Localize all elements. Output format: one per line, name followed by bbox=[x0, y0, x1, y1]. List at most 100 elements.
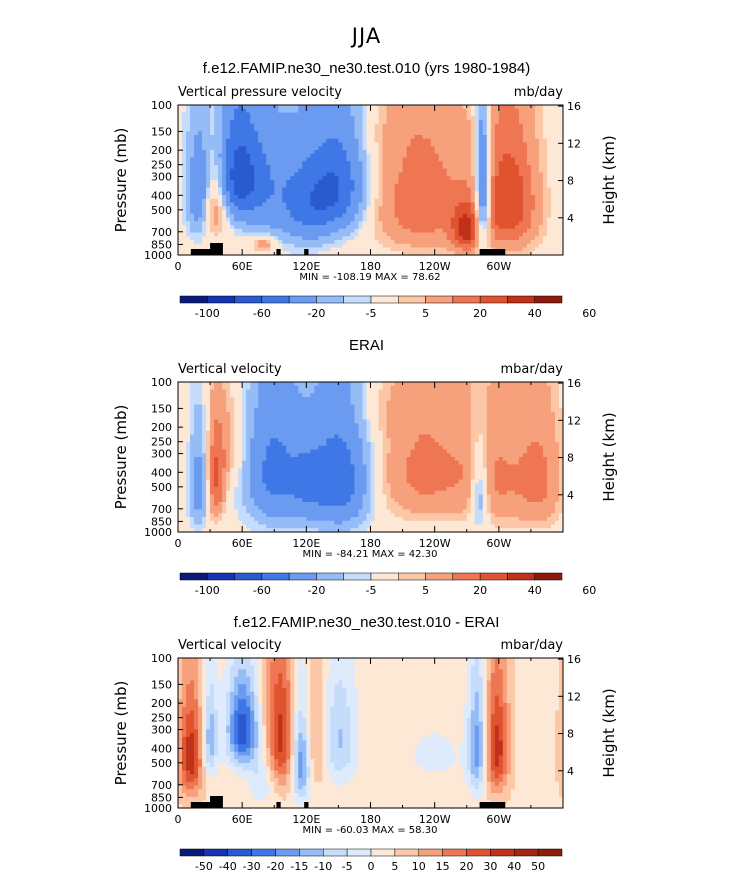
field-cell bbox=[402, 146, 408, 151]
field-cell bbox=[262, 112, 267, 117]
field-cell bbox=[226, 191, 231, 196]
field-cell bbox=[434, 165, 440, 170]
field-cell bbox=[278, 135, 283, 140]
field-cell bbox=[458, 153, 464, 159]
field-cell bbox=[190, 168, 195, 174]
field-cell bbox=[486, 419, 492, 424]
field-cell bbox=[446, 228, 452, 234]
field-cell bbox=[450, 135, 456, 140]
field-cell bbox=[550, 419, 556, 424]
field-cell bbox=[474, 183, 480, 189]
field-cell bbox=[498, 385, 504, 391]
field-cell bbox=[374, 240, 380, 245]
field-cell bbox=[546, 195, 552, 200]
field-cell bbox=[498, 105, 504, 110]
field-cell bbox=[506, 228, 512, 234]
field-cell bbox=[346, 397, 352, 402]
field-cell bbox=[390, 161, 396, 166]
field-cell bbox=[474, 400, 480, 406]
field-cell bbox=[226, 108, 231, 114]
field-cell bbox=[394, 412, 400, 417]
field-cell bbox=[330, 397, 336, 402]
field-cell bbox=[250, 385, 255, 391]
field-cell bbox=[234, 415, 239, 421]
field-cell bbox=[254, 251, 259, 256]
field-cell bbox=[418, 153, 424, 159]
field-cell bbox=[254, 213, 259, 219]
field-cell bbox=[202, 221, 207, 226]
field-cell bbox=[310, 116, 315, 121]
field-cell bbox=[322, 404, 327, 409]
field-cell bbox=[338, 206, 344, 211]
field-cell bbox=[290, 232, 295, 237]
field-cell bbox=[310, 131, 315, 136]
field-cell bbox=[282, 127, 287, 132]
field-cell bbox=[230, 195, 235, 200]
field-cell bbox=[422, 400, 428, 406]
field-cell bbox=[178, 180, 183, 185]
field-cell bbox=[410, 131, 416, 136]
field-cell bbox=[234, 195, 239, 200]
field-cell bbox=[546, 191, 552, 196]
field-cell bbox=[438, 180, 444, 185]
field-cell bbox=[478, 232, 484, 237]
field-cell bbox=[418, 187, 424, 192]
field-cell bbox=[282, 165, 287, 170]
field-cell bbox=[438, 187, 444, 192]
field-cell bbox=[326, 228, 331, 234]
field-cell bbox=[402, 165, 408, 170]
field-cell bbox=[418, 397, 424, 402]
field-cell bbox=[306, 150, 311, 155]
field-cell bbox=[226, 385, 231, 391]
field-cell bbox=[494, 150, 500, 155]
field-cell bbox=[462, 213, 468, 219]
field-cell bbox=[518, 105, 524, 110]
field-cell bbox=[314, 404, 319, 409]
field-cell bbox=[526, 180, 532, 185]
field-cell bbox=[506, 400, 512, 406]
field-cell bbox=[218, 415, 223, 421]
field-cell bbox=[362, 408, 368, 413]
field-cell bbox=[398, 150, 404, 155]
field-cell bbox=[282, 404, 287, 409]
field-cell bbox=[522, 236, 528, 241]
field-cell bbox=[186, 168, 191, 174]
field-cell bbox=[414, 397, 420, 402]
field-cell bbox=[394, 404, 400, 409]
field-cell bbox=[534, 213, 540, 219]
field-cell bbox=[522, 408, 528, 413]
field-cell bbox=[466, 382, 472, 387]
field-cell bbox=[386, 225, 392, 230]
field-cell bbox=[466, 202, 472, 207]
field-cell bbox=[194, 153, 199, 159]
field-cell bbox=[434, 412, 440, 417]
field-cell bbox=[230, 382, 235, 387]
field-cell bbox=[190, 153, 195, 159]
field-cell bbox=[318, 213, 323, 219]
field-cell bbox=[358, 389, 364, 394]
field-cell bbox=[486, 187, 492, 192]
field-cell bbox=[446, 168, 452, 174]
field-cell bbox=[554, 195, 560, 200]
field-cell bbox=[486, 240, 492, 245]
field-cell bbox=[514, 202, 520, 207]
field-cell bbox=[490, 195, 496, 200]
field-cell bbox=[346, 168, 352, 174]
field-cell bbox=[386, 112, 392, 117]
field-cell bbox=[270, 153, 275, 159]
field-cell bbox=[222, 382, 227, 387]
field-cell bbox=[398, 408, 404, 413]
field-cell bbox=[326, 146, 331, 151]
field-cell bbox=[366, 382, 372, 387]
field-cell bbox=[358, 176, 364, 181]
field-cell bbox=[414, 176, 420, 181]
field-cell bbox=[346, 415, 352, 421]
field-cell bbox=[506, 397, 512, 402]
field-cell bbox=[206, 131, 211, 136]
field-cell bbox=[490, 157, 496, 162]
field-cell bbox=[410, 412, 416, 417]
field-cell bbox=[194, 221, 199, 226]
field-cell bbox=[334, 123, 340, 129]
field-cell bbox=[498, 397, 504, 402]
field-cell bbox=[362, 146, 368, 151]
